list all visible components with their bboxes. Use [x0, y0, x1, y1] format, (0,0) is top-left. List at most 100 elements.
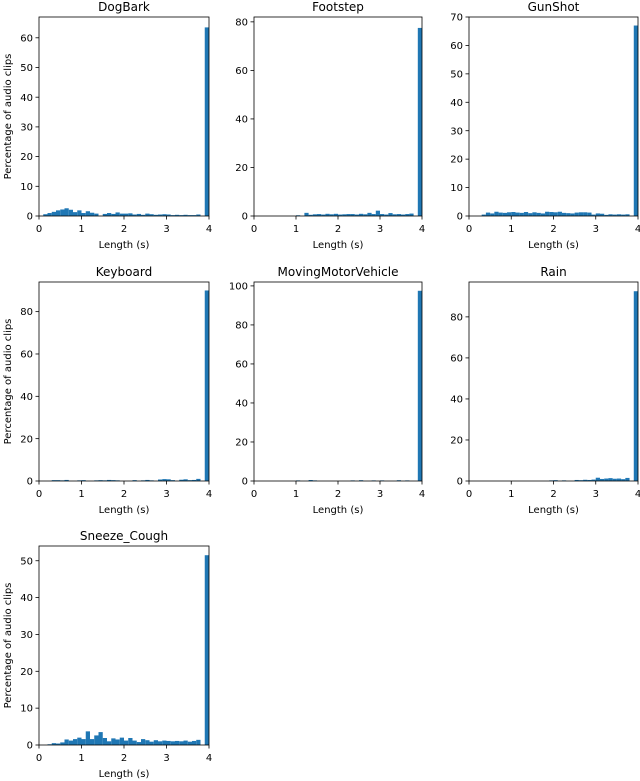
- histogram-bar: [183, 214, 188, 216]
- y-tick-label: 60: [235, 66, 248, 77]
- x-tick-label: 1: [508, 489, 514, 500]
- y-tick-label: 10: [20, 704, 33, 715]
- histogram-bar: [204, 555, 209, 745]
- histogram-bar: [625, 477, 630, 481]
- y-tick-label: 0: [242, 212, 248, 223]
- histogram-bar: [570, 213, 575, 216]
- histogram-bar: [561, 212, 567, 216]
- histogram-bar: [192, 479, 197, 481]
- histogram-bar: [128, 213, 133, 216]
- histogram-bar: [405, 214, 410, 216]
- histogram-bar: [583, 479, 588, 481]
- histogram-bar: [308, 214, 313, 216]
- histogram-bar: [401, 214, 406, 216]
- y-axis-label: Percentage of audio clips: [3, 319, 14, 445]
- histogram-bar: [102, 213, 107, 216]
- histogram-bar: [170, 741, 175, 745]
- y-tick-label: 50: [20, 63, 33, 74]
- histogram-bar: [170, 480, 175, 481]
- y-tick-label: 0: [27, 212, 33, 223]
- histogram-bar: [153, 214, 158, 216]
- histogram-bar: [90, 739, 95, 745]
- histogram-bar: [363, 214, 368, 216]
- histogram-bar: [153, 740, 158, 745]
- x-tick-label: 0: [251, 489, 257, 500]
- x-tick-label: 1: [293, 224, 299, 235]
- y-tick-label: 30: [20, 122, 33, 133]
- histogram-bar: [107, 479, 112, 481]
- x-axis-label: Length (s): [313, 505, 364, 516]
- histogram-bar: [111, 738, 116, 745]
- histogram-bar: [608, 478, 613, 481]
- histogram-bar: [587, 479, 592, 481]
- histogram-bar: [574, 212, 579, 216]
- histogram-bar: [47, 213, 52, 216]
- y-tick-label: 30: [20, 630, 33, 641]
- chart-title: Rain: [540, 265, 566, 279]
- histogram-bar: [98, 480, 103, 481]
- chart-title: Footstep: [312, 0, 364, 14]
- histogram-bar: [132, 214, 137, 216]
- y-tick-label: 60: [235, 360, 248, 371]
- axes-frame: [38, 16, 210, 217]
- histogram-bar: [342, 214, 347, 216]
- histogram-bar: [595, 477, 600, 481]
- histogram-bar: [64, 479, 69, 481]
- x-tick-label: 4: [419, 489, 425, 500]
- histogram-bar: [621, 479, 626, 481]
- histogram-bar: [162, 214, 167, 216]
- histogram-bar: [553, 480, 558, 481]
- histogram-bar: [128, 738, 133, 745]
- histogram-bar: [409, 213, 414, 216]
- y-tick-label: 0: [457, 477, 463, 488]
- x-tick-label: 3: [163, 753, 169, 764]
- panel-movingmotorvehicle: 0 1 2 3 4020406080100MovingMotorVehicleLengt…: [229, 265, 425, 516]
- histogram-bar: [578, 212, 584, 216]
- histogram-bar: [196, 739, 201, 745]
- histogram-bar: [43, 214, 48, 216]
- histogram-bar: [175, 740, 180, 745]
- histogram-bar: [166, 479, 171, 481]
- y-axis-label: Percentage of audio clips: [3, 583, 14, 709]
- chart-title: MovingMotorVehicle: [278, 265, 399, 279]
- histogram-bar: [192, 740, 197, 745]
- histogram-bar: [574, 479, 579, 481]
- histogram-bar: [107, 213, 112, 216]
- histogram-bar: [60, 742, 65, 745]
- y-tick-label: 0: [457, 212, 463, 223]
- y-tick-label: 40: [450, 98, 463, 109]
- histogram-bar: [85, 731, 90, 745]
- axes-frame: [38, 281, 210, 482]
- x-axis-label: Length (s): [99, 769, 150, 780]
- histogram-bar: [532, 212, 537, 216]
- y-tick-label: 50: [20, 556, 33, 567]
- y-tick-label: 20: [450, 436, 463, 447]
- y-tick-label: 40: [20, 593, 33, 604]
- histogram-bar: [187, 215, 192, 216]
- histogram-bar: [145, 213, 150, 216]
- histogram-bar: [494, 211, 499, 216]
- histogram-bar: [498, 212, 503, 216]
- x-axis-label: Length (s): [99, 240, 150, 251]
- histogram-bar: [481, 214, 486, 216]
- y-tick-label: 0: [27, 477, 33, 488]
- histogram-bar: [346, 214, 351, 216]
- histogram-bar: [595, 213, 600, 216]
- histogram-bar: [73, 739, 78, 745]
- axes-frame: [38, 545, 210, 746]
- x-tick-label: 3: [163, 489, 169, 500]
- histogram-bar: [132, 740, 137, 745]
- histogram-bar: [367, 212, 372, 216]
- histogram-bar: [179, 479, 184, 481]
- histogram-bar: [604, 478, 609, 481]
- histogram-bar: [591, 479, 596, 481]
- histogram-bar: [371, 214, 376, 216]
- histogram-bar: [94, 213, 99, 216]
- y-tick-label: 80: [20, 307, 33, 318]
- y-tick-label: 50: [450, 69, 463, 80]
- histogram-bar: [308, 480, 313, 481]
- x-axis-label: Length (s): [313, 240, 364, 251]
